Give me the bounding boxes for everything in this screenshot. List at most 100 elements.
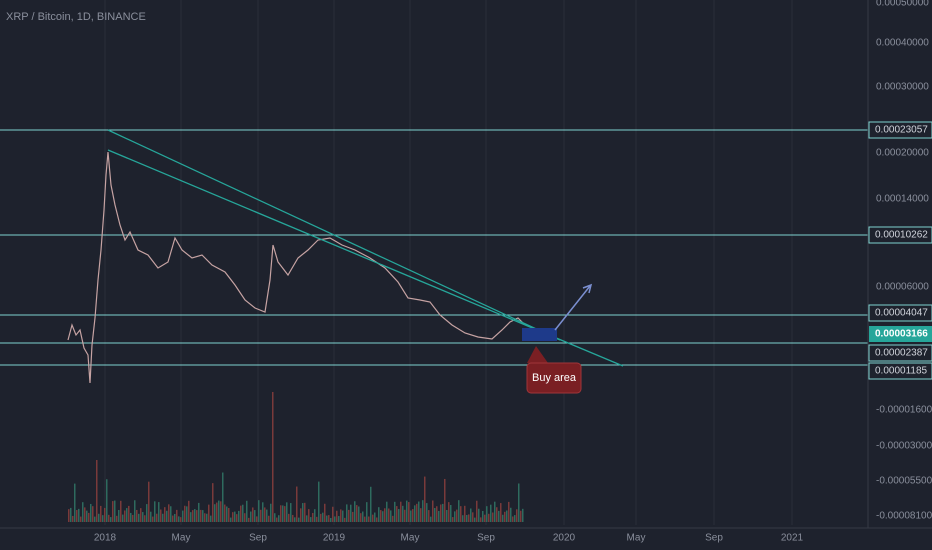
volume-bar <box>234 511 236 522</box>
arrow-head <box>582 283 593 294</box>
volume-bar <box>230 517 232 522</box>
volume-bar <box>408 502 410 522</box>
volume-bar <box>176 509 178 522</box>
volume-bar <box>488 513 490 522</box>
volume-bar <box>352 511 354 522</box>
volume-bar <box>522 508 524 522</box>
volume-bar <box>112 501 114 522</box>
volume-bar <box>436 506 438 522</box>
volume-bar <box>104 507 106 522</box>
volume-bar <box>100 505 102 522</box>
price-label: -0.00008100 <box>876 511 932 522</box>
volume-bar <box>152 516 154 522</box>
volume-bar <box>412 509 414 522</box>
volume-bar <box>514 515 516 522</box>
volume-bar <box>212 483 214 522</box>
volume-bar <box>334 516 336 522</box>
volume-bar <box>146 504 148 522</box>
volume-bar <box>246 500 248 522</box>
volume-bar <box>178 516 180 522</box>
volume-bar <box>420 508 422 522</box>
symbol-title: XRP / Bitcoin, 1D, BINANCE <box>6 11 146 23</box>
price-label: 0.00006000 <box>876 282 929 293</box>
volume-bar <box>180 517 182 522</box>
arrow <box>554 285 591 331</box>
volume-bar <box>282 505 284 522</box>
volume-bar <box>440 504 442 522</box>
volume-bar <box>476 500 478 522</box>
volume-bar <box>390 510 392 522</box>
volume-bar <box>320 513 322 522</box>
volume-bar <box>392 515 394 522</box>
volume-bar <box>202 510 204 522</box>
volume-bar <box>128 505 130 522</box>
volume-bar <box>380 510 382 522</box>
volume-bar <box>464 505 466 522</box>
volume-bar <box>206 513 208 522</box>
volume-bar <box>330 517 332 522</box>
level-label: 0.00023057 <box>875 125 928 136</box>
volume-bar <box>398 509 400 522</box>
volume-bar <box>458 500 460 522</box>
volume-bar <box>224 504 226 522</box>
volume-bar <box>314 509 316 522</box>
volume-bar <box>302 503 304 522</box>
volume-bar <box>338 516 340 522</box>
time-label: Sep <box>477 533 495 544</box>
volume-bar <box>478 508 480 522</box>
annotation: Buy area <box>532 372 577 384</box>
current-price: 0.00003166 <box>875 329 928 340</box>
volume-bar <box>166 510 168 522</box>
time-label: 2021 <box>781 533 804 544</box>
time-label: 2020 <box>553 533 576 544</box>
volume-bar <box>482 510 484 522</box>
volume-bar <box>266 509 268 522</box>
volume-bar <box>342 510 344 522</box>
volume-bar <box>422 500 424 522</box>
volume-bar <box>144 515 146 522</box>
volume-bar <box>86 510 88 522</box>
target-box <box>522 328 557 341</box>
volume-bar <box>318 481 320 522</box>
volume-bar <box>236 514 238 522</box>
volume-bar <box>220 501 222 522</box>
price-label: -0.00001600 <box>876 405 932 416</box>
volume-bar <box>122 514 124 522</box>
volume-bar <box>242 504 244 522</box>
volume-bar <box>192 510 194 522</box>
volume-bar <box>350 504 352 522</box>
volume-bar <box>250 511 252 522</box>
volume-bar <box>416 503 418 522</box>
volume-bar <box>382 511 384 522</box>
callout-pointer <box>527 346 548 363</box>
volume-bar <box>94 516 96 522</box>
volume-bar <box>444 478 446 522</box>
price-label: -0.00003000 <box>876 441 932 452</box>
time-label: May <box>172 533 191 544</box>
volume-bar <box>506 510 508 522</box>
volume-bar <box>204 513 206 522</box>
volume-bar <box>88 512 90 522</box>
volume-bar <box>140 508 142 522</box>
volume-bar <box>154 501 156 522</box>
volume-bar <box>132 514 134 522</box>
volume-bar <box>472 512 474 522</box>
volume-bar <box>460 506 462 522</box>
price-label: 0.00020000 <box>876 148 929 159</box>
volume-bar <box>426 503 428 522</box>
volume-bar <box>108 514 110 522</box>
price-label: -0.00005500 <box>876 476 932 487</box>
volume-bar <box>148 481 150 522</box>
volume-bar <box>450 505 452 522</box>
volume-bar <box>134 500 136 522</box>
volume-bar <box>354 501 356 522</box>
volume-bar <box>188 500 190 522</box>
volume-bar <box>210 515 212 522</box>
volume-bar <box>410 510 412 522</box>
volume-bar <box>254 510 256 522</box>
volume-bar <box>348 509 350 522</box>
volume-bar <box>136 509 138 522</box>
volume-bar <box>238 510 240 522</box>
